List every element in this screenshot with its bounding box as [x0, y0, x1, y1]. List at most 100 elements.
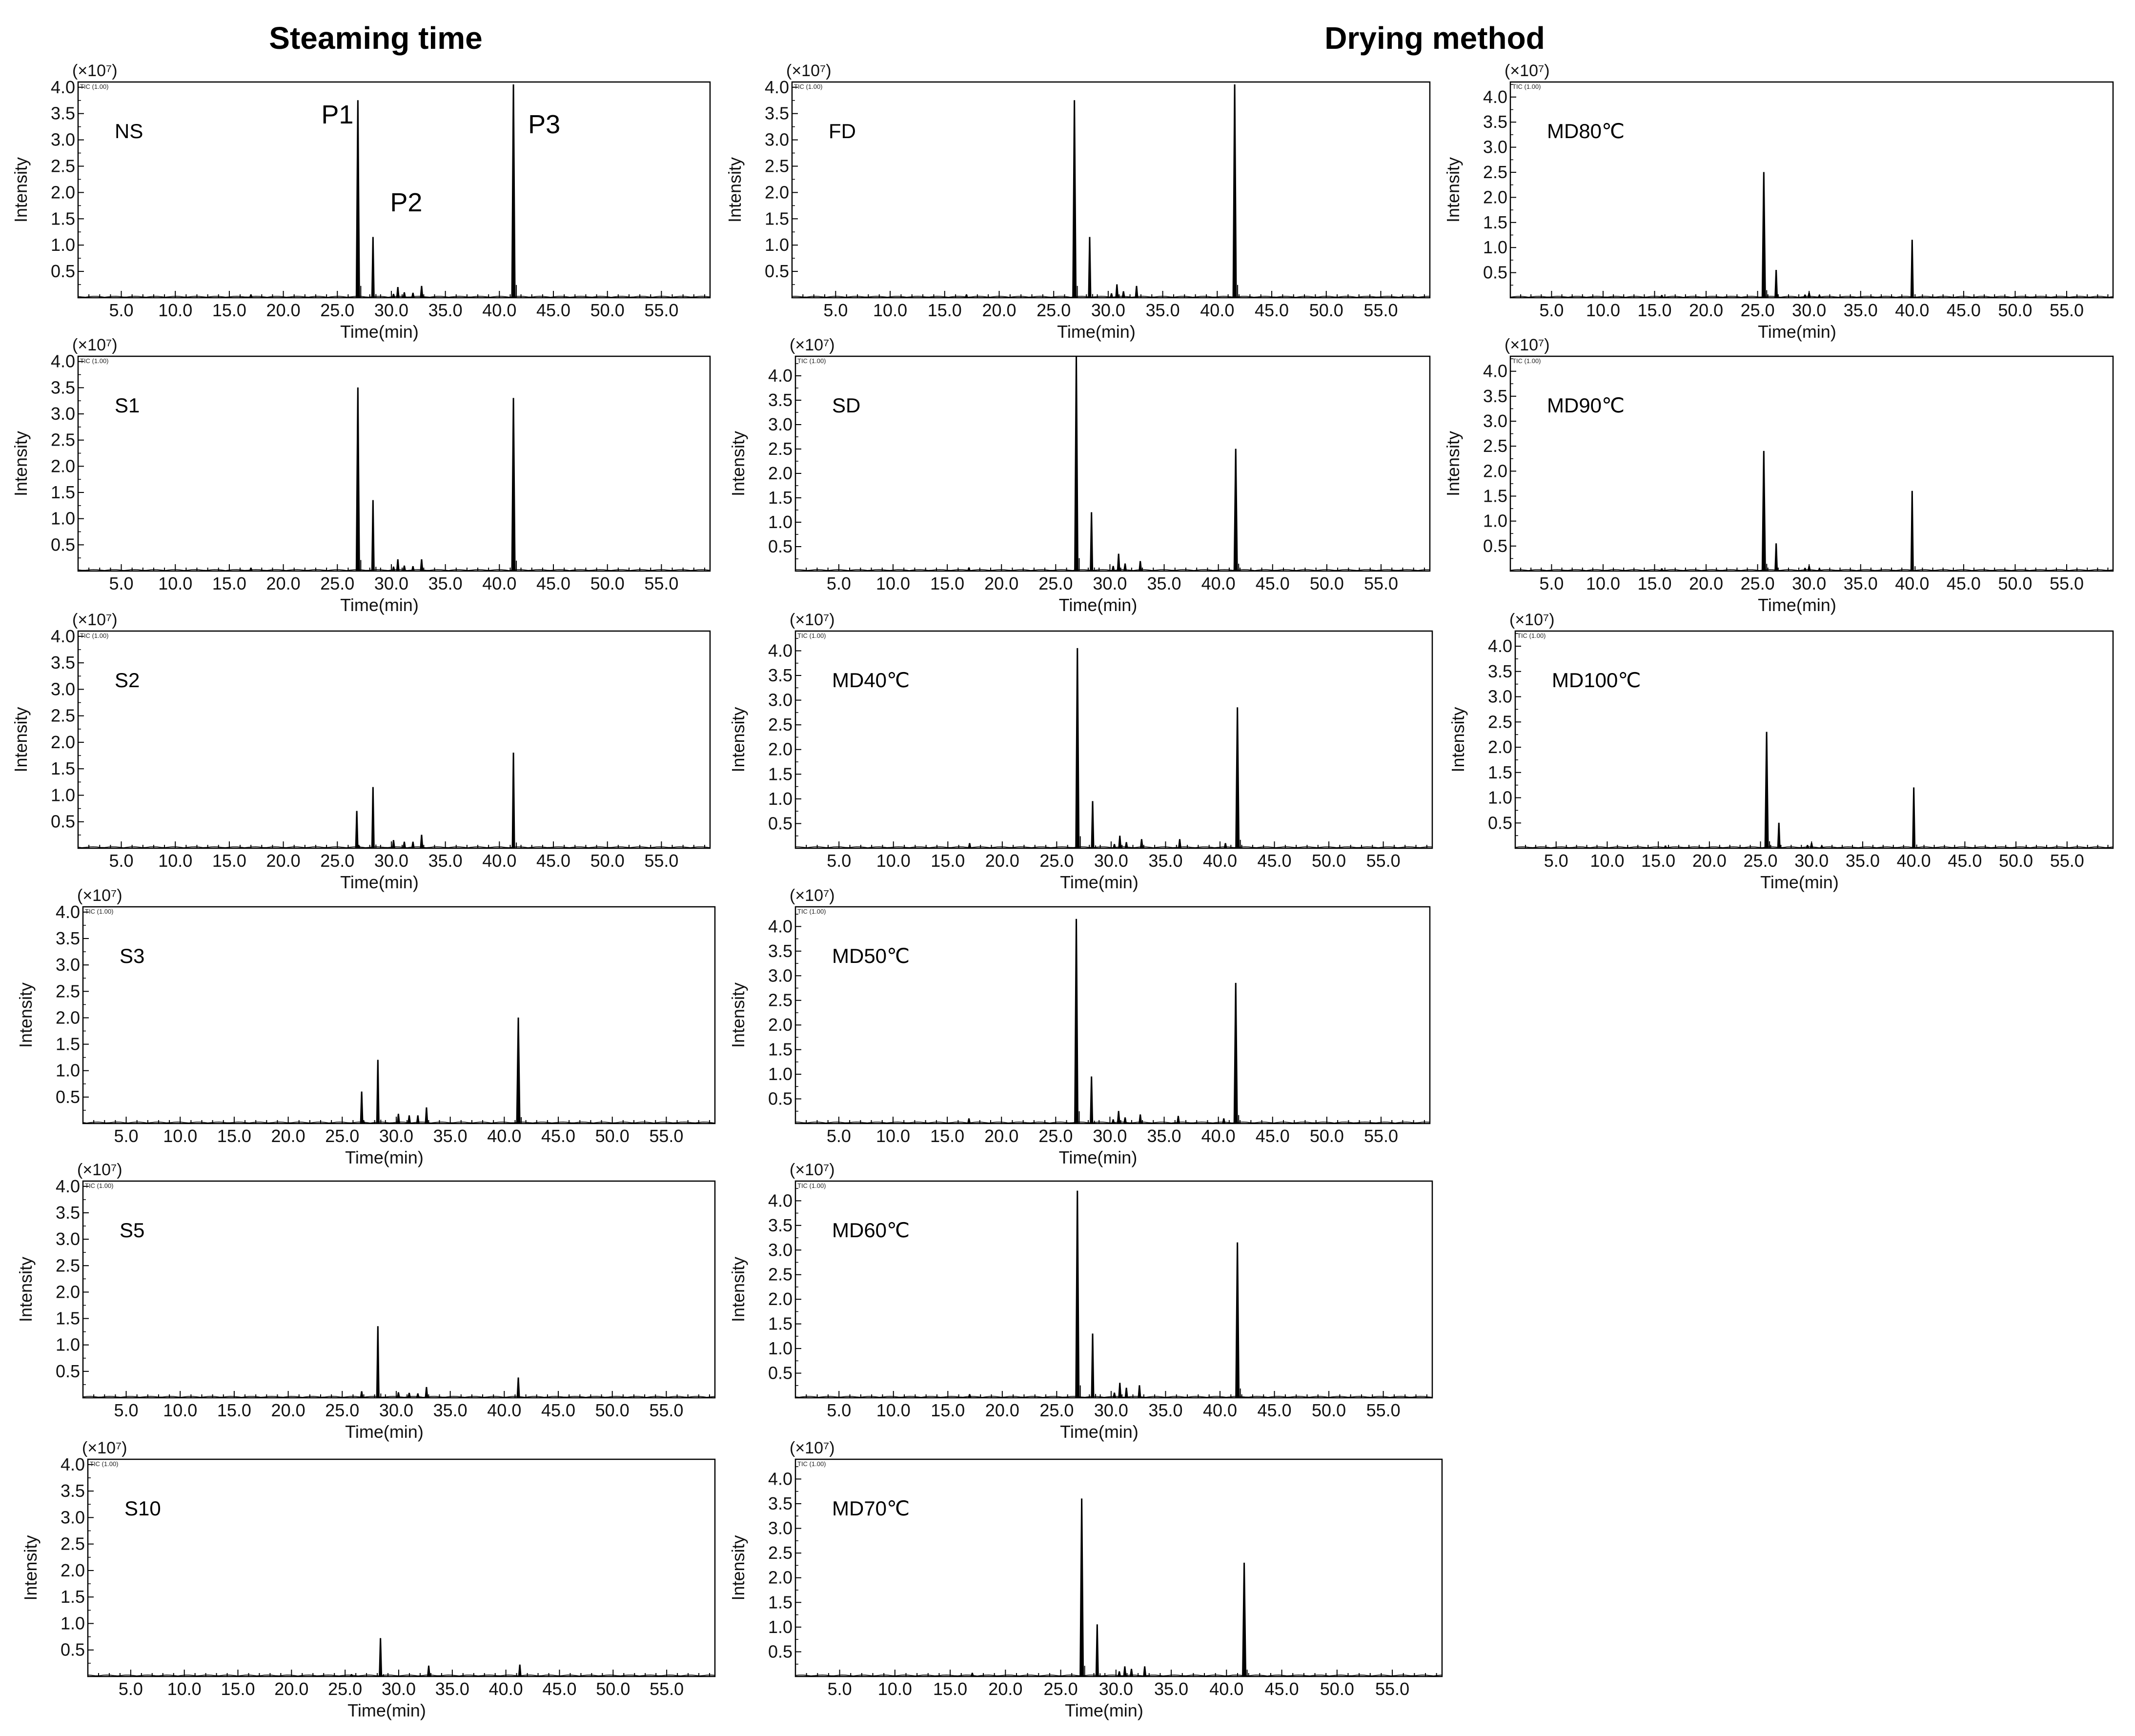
- chromatogram-peak: [516, 1017, 521, 1124]
- x-tick-label: 35.0: [435, 1679, 469, 1699]
- x-tick-label: 55.0: [644, 573, 678, 593]
- y-axis-label: Intensity: [728, 1535, 748, 1600]
- chromatogram-baseline: [795, 846, 1432, 848]
- x-tick-label: 10.0: [163, 1126, 197, 1146]
- chromatogram-peak: [1807, 292, 1811, 298]
- x-tick-label: 55.0: [1366, 1400, 1401, 1420]
- sample-label: FD: [829, 120, 856, 143]
- x-tick-label: 15.0: [212, 573, 246, 593]
- tic-label: TIC (1.00): [80, 83, 109, 90]
- y-axis-label: Intensity: [1443, 157, 1463, 223]
- chart-panel: 5.0 10.0 15.0 20.0 25.0 30.0 35.0 40.0 45.0 50.0 5…: [728, 336, 1431, 615]
- y-tick-label: 2.0: [768, 1568, 793, 1588]
- y-tick-label: 3.0: [51, 130, 75, 150]
- x-tick-label: 50.0: [590, 573, 625, 593]
- y-tick-label: 1.0: [61, 1613, 85, 1633]
- chromatogram-peak: [1090, 1076, 1094, 1124]
- x-tick-label: 5.0: [828, 1679, 852, 1699]
- chromatogram-peak: [411, 841, 415, 849]
- x-tick-label: 20.0: [984, 1126, 1018, 1146]
- chromatogram-peak: [1912, 787, 1916, 849]
- x-tick-label: 40.0: [482, 573, 516, 593]
- x-tick-label: 30.0: [1099, 1679, 1133, 1699]
- x-tick-label: 10.0: [158, 300, 192, 320]
- x-tick-label: 35.0: [1147, 573, 1181, 593]
- y-tick-label: 2.0: [1483, 187, 1507, 207]
- x-tick-label: 20.0: [985, 851, 1019, 871]
- x-axis-label: Time(min): [1060, 1422, 1139, 1442]
- x-tick-label: 5.0: [114, 1126, 139, 1146]
- y-tick-label: 2.0: [768, 1015, 793, 1035]
- x-tick-label: 35.0: [433, 1126, 468, 1146]
- x-tick-label: 20.0: [988, 1679, 1022, 1699]
- y-tick-label: 3.0: [56, 955, 80, 975]
- sample-label: MD70℃: [832, 1497, 910, 1520]
- chromatogram-peak: [1660, 568, 1664, 572]
- y-tick-label: 4.0: [768, 1469, 793, 1489]
- chromatogram-peak: [1664, 845, 1667, 849]
- tic-label: TIC (1.00): [797, 357, 826, 365]
- chromatogram-peak: [1091, 1333, 1095, 1398]
- y-tick-label: 0.5: [51, 812, 75, 832]
- tic-label: TIC (1.00): [85, 908, 114, 915]
- sample-label: MD100℃: [1552, 669, 1641, 692]
- x-tick-label: 10.0: [1586, 300, 1620, 320]
- x-tick-label: 10.0: [876, 573, 910, 593]
- y-tick-label: 4.0: [51, 77, 75, 97]
- x-axis-label: Time(min): [340, 872, 419, 892]
- y-tick-label: 2.5: [768, 1265, 793, 1285]
- y-tick-label: 4.0: [51, 351, 75, 371]
- y-tick-label: 2.0: [1488, 737, 1512, 757]
- scale-factor-label: (×10⁷): [790, 611, 835, 629]
- chart-panel: 5.0 10.0 15.0 20.0 25.0 30.0 35.0 40.0 45.0 50.0 5…: [11, 61, 711, 342]
- chromatogram-peak: [391, 566, 396, 572]
- y-tick-label: 3.0: [765, 130, 789, 150]
- x-tick-label: 35.0: [1844, 573, 1878, 593]
- y-tick-label: 3.0: [1483, 137, 1507, 157]
- x-tick-label: 45.0: [536, 300, 570, 320]
- x-tick-label: 25.0: [1044, 1679, 1078, 1699]
- chromatogram-peak: [1803, 294, 1807, 298]
- x-tick-label: 10.0: [876, 1400, 911, 1420]
- x-tick-label: 15.0: [930, 573, 964, 593]
- chromatogram-peak: [967, 567, 971, 572]
- y-tick-label: 2.5: [56, 1255, 80, 1275]
- chromatogram-peak: [511, 84, 516, 298]
- y-tick-label: 2.5: [1488, 712, 1512, 732]
- scale-factor-label: (×10⁷): [1505, 61, 1550, 80]
- chromatogram-peak: [1817, 295, 1822, 298]
- y-axis-label: Intensity: [1448, 707, 1468, 772]
- y-tick-label: 3.0: [61, 1507, 85, 1527]
- chromatogram-peak: [1123, 563, 1127, 572]
- x-tick-label: 30.0: [374, 573, 408, 593]
- sample-label: S3: [120, 944, 144, 967]
- x-tick-label: 30.0: [1794, 851, 1829, 871]
- y-tick-label: 3.5: [765, 103, 789, 123]
- y-tick-label: 3.0: [768, 690, 793, 710]
- x-tick-label: 40.0: [1209, 1679, 1243, 1699]
- chromatogram-peak: [1910, 240, 1914, 298]
- x-tick-label: 5.0: [1539, 573, 1564, 593]
- chart-panel: 5.0 10.0 15.0 20.0 25.0 30.0 35.0 40.0 45.0 50.0 5…: [16, 1161, 716, 1442]
- x-tick-label: 55.0: [649, 1400, 683, 1420]
- plot-frame: [77, 355, 711, 572]
- x-tick-label: 45.0: [1947, 573, 1981, 593]
- x-tick-label: 30.0: [382, 1679, 416, 1699]
- sample-label: MD80℃: [1547, 120, 1625, 143]
- chromatogram-peak: [1124, 1388, 1128, 1398]
- x-tick-label: 55.0: [2050, 573, 2084, 593]
- x-tick-label: 50.0: [596, 1679, 630, 1699]
- y-tick-label: 3.5: [768, 1215, 793, 1235]
- y-tick-label: 2.5: [51, 706, 75, 726]
- chart-panel: 5.0 10.0 15.0 20.0 25.0 30.0 35.0 40.0 45.0 50.0 5…: [728, 886, 1431, 1167]
- chromatogram-peak: [402, 292, 407, 298]
- chromatogram-peak: [1910, 490, 1914, 572]
- scale-factor-label: (×10⁷): [1509, 611, 1555, 629]
- sample-label: SD: [832, 394, 860, 417]
- y-tick-label: 0.5: [56, 1087, 80, 1107]
- y-tick-label: 3.5: [1483, 386, 1507, 406]
- chromatogram-baseline: [795, 569, 1429, 571]
- chromatogram-peak: [1223, 843, 1227, 849]
- chromatogram-peak: [1806, 845, 1810, 849]
- plot-frame: [77, 630, 711, 849]
